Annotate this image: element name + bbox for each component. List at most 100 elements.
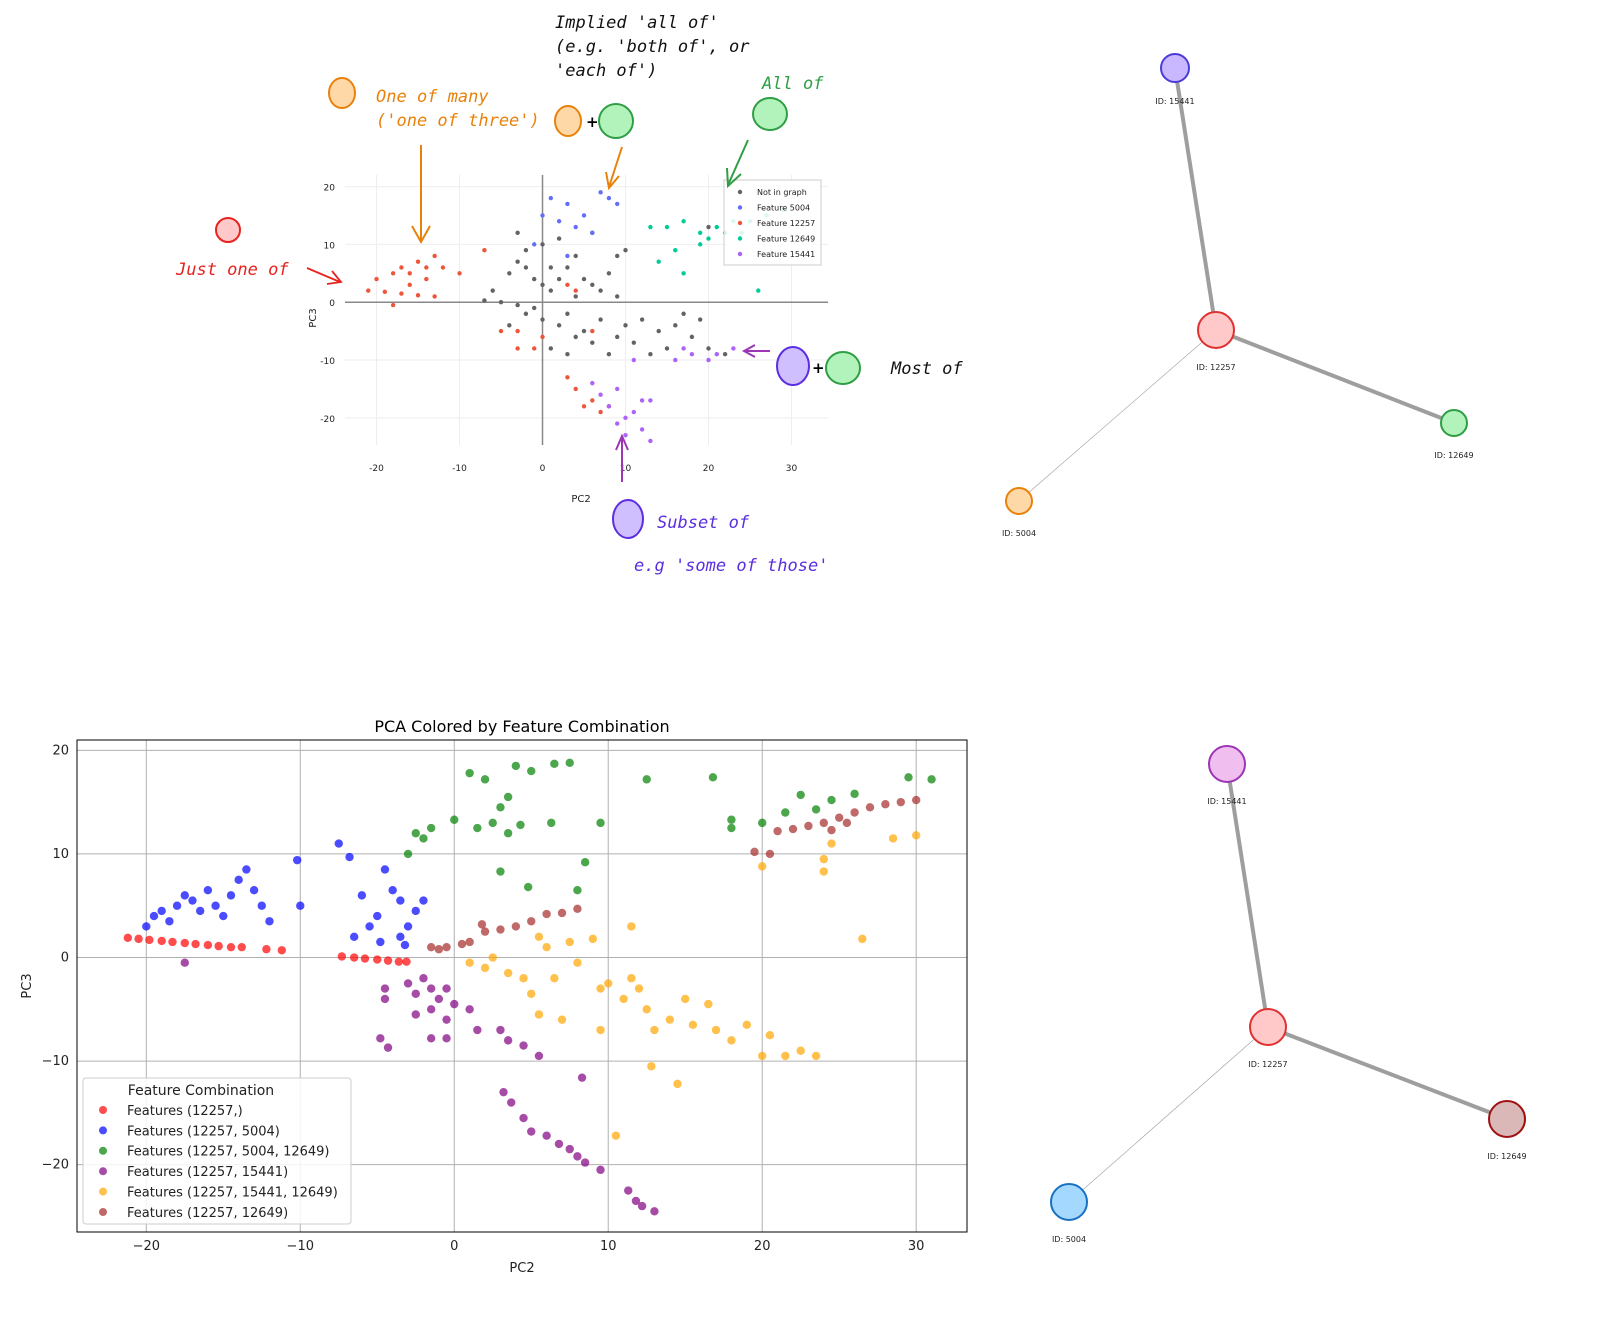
data-point-features-12257-5004-12649- [904,773,913,782]
graph-node-15441 [1160,53,1190,83]
data-point-feature-12257 [581,404,587,409]
data-point-feature-12257 [565,282,570,288]
data-point-feature-15441 [731,346,736,351]
data-point-features-12257-5004- [149,911,159,921]
data-point-features-12257-5004- [211,901,220,910]
y-tick-label: 10 [52,847,69,862]
data-point-feature-5004 [548,195,554,201]
data-point-not-in-graph [532,276,537,282]
data-point-features-12257-15441-12649- [527,989,536,998]
arrow-icon [741,344,770,358]
data-point-features-12257-12649- [442,942,451,952]
data-point-features-12257-15441-12649- [480,963,490,973]
data-point-features-12257-5004-12649- [480,775,490,784]
data-point-features-12257- [226,942,236,952]
data-point-features-12257-15441-12649- [519,974,528,983]
data-point-feature-12257 [399,291,404,296]
graph-node-label: ID: 12649 [1487,1152,1526,1161]
graph-node-5004 [1050,1183,1088,1221]
data-point-feature-5004 [615,201,620,207]
data-point-not-in-graph [573,253,578,259]
data-point-feature-12257 [407,282,412,288]
data-point-not-in-graph [664,346,670,351]
purple-circle-icon [612,499,644,539]
data-point-not-in-graph [556,323,562,328]
data-point-features-12257- [394,957,404,966]
data-point-feature-5004 [532,242,537,247]
data-point-features-12257-15441-12649- [534,1010,544,1019]
data-point-feature-12257 [374,276,379,282]
data-point-features-12257-15441-12649- [827,839,836,848]
data-point-features-12257-15441-12649- [758,1051,767,1061]
data-point-features-12257-5004-12649- [758,818,767,828]
data-point-features-12257-5004-12649- [642,775,651,784]
data-point-features-12257-15441-12649- [596,1025,605,1035]
data-point-feature-15441 [648,398,653,403]
data-point-features-12257-5004-12649- [426,823,436,833]
graph-node-label: ID: 12257 [1196,363,1235,372]
data-point-features-12257-5004- [257,901,266,910]
data-point-features-12257-15441- [442,1015,451,1024]
most-of-label: Most of [890,359,963,379]
data-point-feature-12649 [714,224,719,230]
data-point-feature-12257 [390,302,396,308]
legend-entry: Feature 15441 [757,250,815,259]
data-point-feature-12257 [573,386,578,392]
data-point-feature-12257 [382,289,388,294]
graph-edge [1173,67,1218,331]
data-point-not-in-graph [615,294,620,299]
data-point-features-12257-5004-12649- [473,823,482,833]
plus-sign: + [812,359,825,377]
data-point-feature-15441 [623,415,628,421]
subset-example-label: e.g 'some of those' [634,556,828,576]
data-point-not-in-graph [590,282,595,288]
data-point-features-12257-15441- [426,1005,436,1014]
data-point-feature-12257 [415,293,421,298]
orange-circle-icon [328,77,356,109]
data-point-features-12257- [191,939,200,949]
data-point-features-12257-5004-12649- [580,858,590,867]
legend-entry: Features (12257, 5004, 12649) [127,1145,330,1160]
legend-entry: Features (12257, 15441, 12649) [127,1186,338,1201]
x-tick-label: 10 [600,1239,617,1254]
data-point-features-12257-5004-12649- [596,818,605,828]
data-point-feature-5004 [581,213,587,218]
data-point-features-12257-5004- [219,911,228,921]
data-point-features-12257-15441- [403,979,413,988]
data-point-feature-15441 [639,398,645,403]
data-point-feature-12257 [424,265,429,270]
data-point-feature-12257 [432,253,437,259]
data-point-features-12257-5004-12649- [850,789,859,799]
data-point-features-12257-15441- [519,1041,528,1050]
data-point-features-12257-5004- [203,885,213,895]
data-point-features-12257-15441- [650,1207,659,1216]
data-point-features-12257-5004- [400,940,410,950]
data-point-features-12257-5004- [226,891,236,900]
data-point-features-12257-15441- [411,989,420,998]
y-axis-label: PC3 [308,308,319,327]
orange-circle-icon [554,105,582,137]
data-point-features-12257-5004-12649- [523,882,533,892]
data-point-not-in-graph [581,276,587,282]
data-point-not-in-graph [573,294,578,299]
legend-marker [99,1126,107,1135]
x-axis-label: PC2 [571,494,590,505]
bottom-scatter-chart: −20 −10 0 10 20 30 20 10 0 −10 −20 PCA Colored by F… [20,717,968,1276]
data-point-features-12257-15441- [496,1025,505,1035]
data-point-features-12257-15441- [465,1005,474,1014]
data-point-features-12257-15441-12649- [858,934,867,944]
data-point-features-12257-5004- [265,917,274,926]
data-point-features-12257-15441- [442,1034,451,1043]
arrow-icon [615,433,629,482]
data-point-features-12257-12649- [788,824,798,834]
data-point-not-in-graph [706,346,711,351]
legend-marker [99,1208,107,1216]
data-point-features-12257-5004-12649- [450,815,459,824]
y-tick-label: 0 [329,299,335,309]
legend-marker [737,236,743,241]
data-point-not-in-graph [639,317,645,322]
one-of-many-label: One of many [376,87,489,107]
data-point-features-12257-5004-12649- [419,834,428,843]
data-point-not-in-graph [631,340,637,345]
data-point-features-12257-15441- [573,1152,582,1161]
